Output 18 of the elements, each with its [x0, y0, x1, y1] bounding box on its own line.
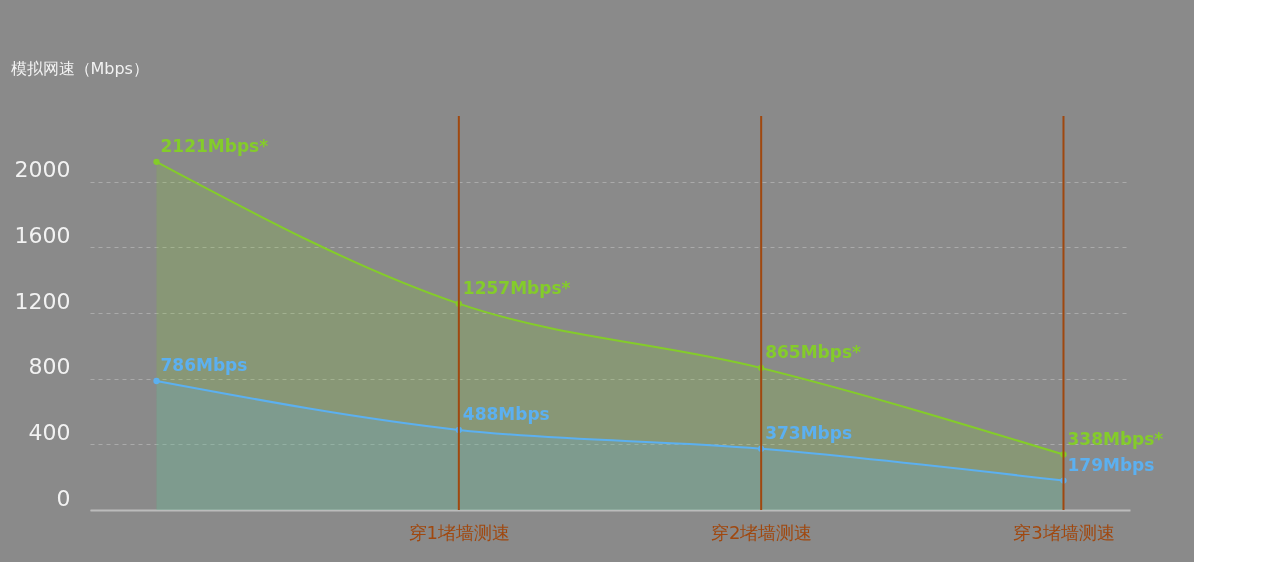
y-tick-label: 800 — [28, 354, 71, 380]
y-tick-label: 0 — [56, 485, 71, 511]
y-tick-label: 1200 — [14, 288, 71, 314]
data-label: 338Mbps* — [1067, 428, 1164, 449]
y-tick-label: 400 — [28, 419, 71, 445]
x-tick-label: 穿3堵墙测速 — [1013, 521, 1115, 543]
data-label: 2121Mbps* — [160, 135, 269, 156]
data-label: 179Mbps — [1067, 454, 1155, 475]
data-label: 488Mbps — [462, 403, 550, 424]
data-label: 1257Mbps* — [462, 277, 571, 298]
data-label: 373Mbps — [765, 422, 853, 443]
x-tick-label: 穿1堵墙测速 — [408, 521, 511, 543]
x-tick-label: 穿2堵墙测速 — [710, 521, 813, 543]
y-tick-label: 1600 — [14, 222, 71, 248]
data-label: 865Mbps* — [765, 342, 862, 362]
y-tick-label: 2000 — [14, 157, 71, 183]
y-axis-title: 模拟网速（Mbps） — [10, 58, 149, 78]
data-label: 786Mbps — [160, 354, 248, 375]
